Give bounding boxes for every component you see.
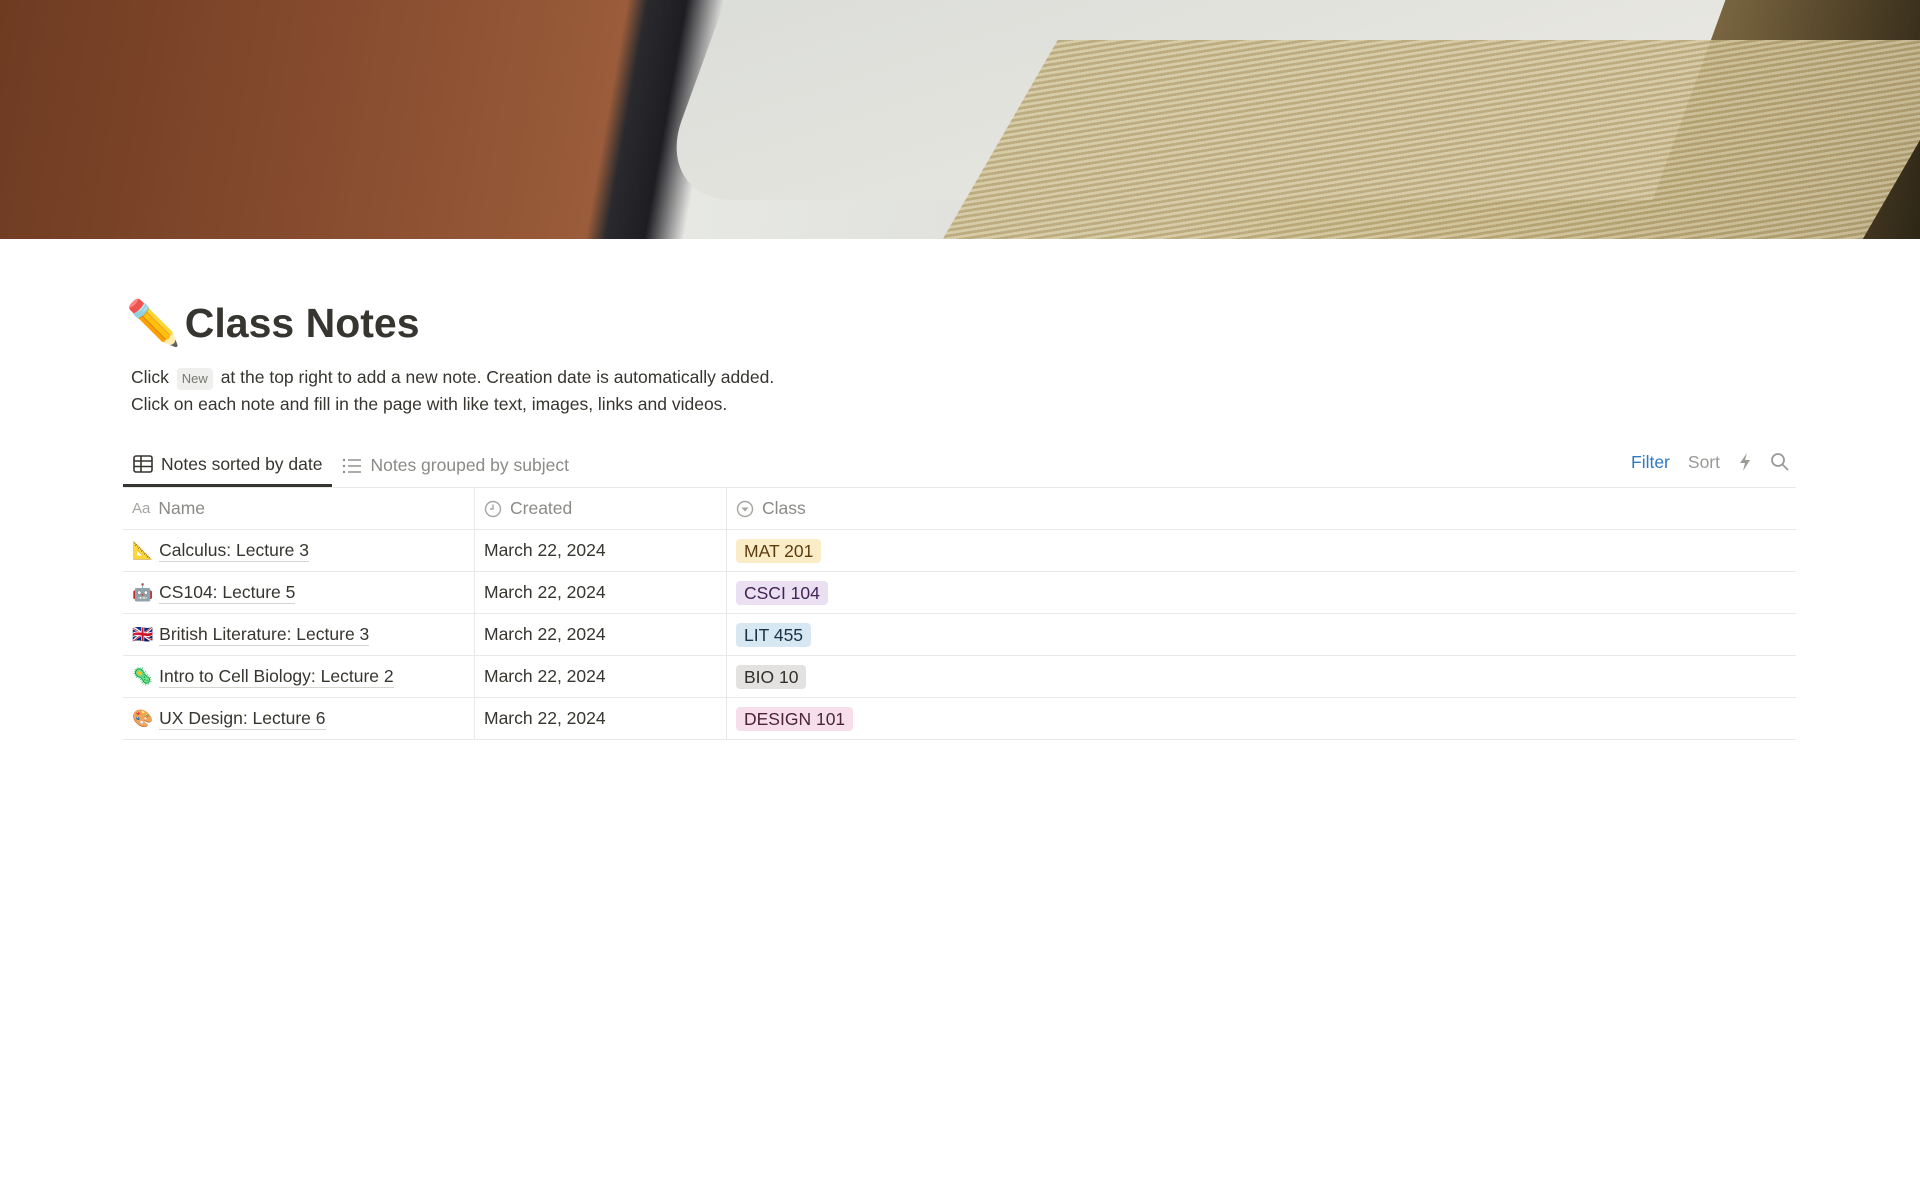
select-icon	[736, 500, 754, 517]
view-toolbar: Filter Sort	[1631, 448, 1790, 476]
cell-name[interactable]: 🎨 UX Design: Lecture 6	[123, 698, 475, 739]
cell-created: March 22, 2024	[475, 656, 727, 697]
cell-created: March 22, 2024	[475, 698, 727, 739]
cell-created: March 22, 2024	[475, 572, 727, 613]
clock-icon	[484, 500, 502, 517]
page-emoji-icon: 🦠	[132, 666, 154, 686]
cell-class[interactable]: BIO 10	[727, 656, 1796, 697]
class-tag: CSCI 104	[736, 580, 828, 605]
page-title: ✏️ Class Notes	[126, 300, 420, 347]
cell-class[interactable]: CSCI 104	[727, 572, 1796, 613]
class-tag: MAT 201	[736, 538, 822, 563]
table-row[interactable]: 🎨 UX Design: Lecture 6 March 22, 2024 DES…	[123, 698, 1796, 740]
page-emoji-icon: 🇬🇧	[132, 624, 154, 644]
cell-class[interactable]: DESIGN 101	[727, 698, 1796, 739]
table-row[interactable]: 📐 Calculus: Lecture 3 March 22, 2024 MAT …	[123, 530, 1796, 572]
table-icon	[133, 455, 153, 473]
column-header-name[interactable]: Aa Name	[123, 488, 475, 529]
search-icon[interactable]	[1770, 452, 1790, 472]
tab-notes-grouped-by-subject[interactable]: Notes grouped by subject	[332, 444, 578, 487]
page-title-text: Class Notes	[184, 300, 420, 346]
cell-class[interactable]: LIT 455	[727, 614, 1796, 655]
cell-name[interactable]: 🦠 Intro to Cell Biology: Lecture 2	[123, 656, 475, 697]
cell-name[interactable]: 🤖 CS104: Lecture 5	[123, 572, 475, 613]
cell-name[interactable]: 🇬🇧 British Literature: Lecture 3	[123, 614, 475, 655]
filter-button[interactable]: Filter	[1631, 451, 1670, 472]
class-tag: DESIGN 101	[736, 706, 854, 731]
column-header-created[interactable]: Created	[475, 488, 727, 529]
page-emoji-icon: 🎨	[132, 708, 154, 728]
note-title-link[interactable]: CS104: Lecture 5	[159, 582, 296, 604]
note-title-link[interactable]: Calculus: Lecture 3	[159, 540, 309, 562]
cell-created: March 22, 2024	[475, 530, 727, 571]
new-chip: New	[176, 368, 213, 390]
view-tabs: Notes sorted by date Notes grouped by su…	[123, 444, 579, 487]
note-title-link[interactable]: UX Design: Lecture 6	[159, 708, 326, 730]
note-title-link[interactable]: British Literature: Lecture 3	[159, 624, 370, 646]
class-tag: LIT 455	[736, 622, 812, 647]
tab-notes-sorted-by-date[interactable]: Notes sorted by date	[123, 444, 333, 487]
lightning-icon[interactable]	[1738, 452, 1752, 472]
class-tag: BIO 10	[736, 664, 807, 689]
column-header-class[interactable]: Class	[727, 488, 1796, 529]
sort-button[interactable]: Sort	[1687, 451, 1720, 472]
cell-name[interactable]: 📐 Calculus: Lecture 3	[123, 530, 475, 571]
table-row[interactable]: 🦠 Intro to Cell Biology: Lecture 2 March …	[123, 656, 1796, 698]
page-emoji-icon: 🤖	[132, 582, 154, 602]
page-emoji-icon: 📐	[132, 540, 154, 560]
pencil-icon: ✏️	[126, 298, 181, 348]
page-description: Click New at the top right to add a new …	[131, 367, 775, 414]
table-row[interactable]: 🇬🇧 British Literature: Lecture 3 March 22…	[123, 614, 1796, 656]
table-row[interactable]: 🤖 CS104: Lecture 5 March 22, 2024 CSCI 10…	[123, 572, 1796, 614]
notes-table: Aa Name Created Class 📐 Calculus: Lecture …	[123, 487, 1796, 740]
note-title-link[interactable]: Intro to Cell Biology: Lecture 2	[159, 666, 394, 688]
table-header: Aa Name Created Class	[123, 488, 1796, 530]
cover-image	[0, 0, 1920, 239]
text-type-icon: Aa	[132, 500, 151, 517]
cell-created: March 22, 2024	[475, 614, 727, 655]
list-icon	[343, 458, 362, 473]
cell-class[interactable]: MAT 201	[727, 530, 1796, 571]
